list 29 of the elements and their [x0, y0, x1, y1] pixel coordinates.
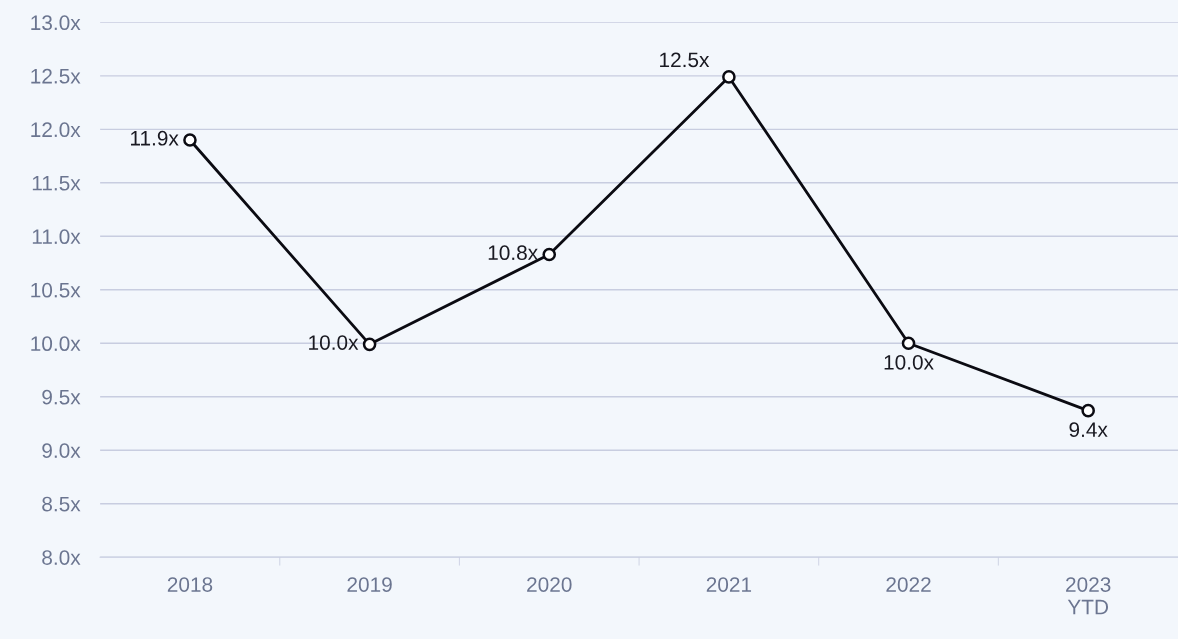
point: [722, 70, 736, 84]
y-tick-label: 9.5x: [42, 389, 81, 405]
y-tick-label: 10.5x: [31, 282, 81, 298]
y-tick-label: 11.0x: [32, 229, 81, 245]
data-label: 12.5x: [660, 52, 710, 68]
x-tick-label: 2022: [886, 577, 931, 592]
x-tick-label: 2020: [527, 577, 572, 592]
data-label: 9.4x: [1069, 422, 1108, 438]
y-tick-label: 13.0x: [31, 15, 81, 31]
data-label: 11.9x: [131, 130, 179, 146]
x-tick-label: 2018: [167, 577, 213, 592]
data-label: 10.0x: [309, 335, 359, 350]
y-tick-label: 12.5x: [31, 68, 81, 84]
y-tick-label: 8.5x: [42, 496, 81, 512]
point: [901, 336, 916, 351]
y-tick-label: 8.0x: [42, 550, 81, 565]
point: [542, 247, 557, 262]
y-tick-label: 9.0x: [42, 443, 81, 458]
x-tick-label: 2023 YTD: [1066, 577, 1111, 615]
data-label: 10.8x: [488, 245, 538, 261]
x-tick-label: 2021: [706, 577, 752, 592]
y-tick-label: 12.0x: [31, 122, 81, 138]
point: [362, 337, 377, 352]
x-tick-label: 2019: [347, 577, 392, 592]
point: [1081, 403, 1095, 418]
y-tick-label: 10.0x: [31, 336, 81, 352]
data-label: 10.0x: [884, 354, 934, 370]
y-tick-label: 11.5x: [32, 176, 81, 191]
point: [183, 133, 197, 147]
